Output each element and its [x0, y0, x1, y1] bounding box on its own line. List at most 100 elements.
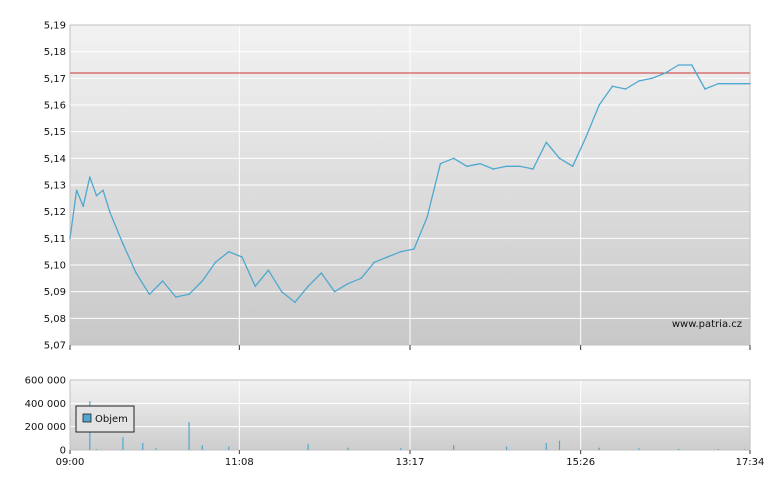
price-series — [69, 64, 751, 304]
price-point — [201, 280, 204, 282]
price-point — [135, 272, 137, 274]
volume-y-tick-label: 0 — [60, 446, 66, 457]
price-point — [89, 176, 91, 178]
watermark: www.patria.cz — [672, 319, 742, 330]
price-point — [241, 256, 243, 258]
price-point — [102, 189, 104, 192]
price-y-tick-label: 5,17 — [44, 74, 66, 85]
price-point — [386, 256, 389, 258]
price-point — [399, 250, 402, 253]
price-point — [690, 64, 693, 66]
volume-legend: Objem — [75, 405, 135, 433]
volume-bar — [400, 448, 402, 450]
price-point — [532, 168, 534, 170]
price-y-tick-label: 5,16 — [44, 101, 66, 112]
price-point — [571, 165, 574, 168]
price-point — [743, 82, 746, 85]
volume-bar — [307, 444, 309, 450]
volume-bar — [347, 447, 349, 450]
price-point — [108, 210, 111, 213]
price-point — [677, 64, 680, 66]
price-point — [175, 296, 177, 298]
legend-label: Objem — [95, 414, 128, 425]
volume-y-axis: 0 200 000 400 000 600 000 — [25, 376, 66, 457]
volume-bar — [598, 447, 600, 450]
volume-plot-frame — [69, 379, 751, 451]
price-point — [651, 77, 653, 80]
price-y-tick-label: 5,18 — [44, 47, 66, 58]
price-y-tick-label: 5,09 — [44, 287, 66, 298]
price-point — [505, 165, 508, 168]
price-point — [267, 269, 270, 272]
volume-bar — [505, 446, 508, 450]
price-point — [188, 293, 190, 296]
price-point — [214, 261, 217, 264]
price-y-tick-label: 5,10 — [44, 261, 66, 272]
price-point — [452, 157, 455, 160]
price-point — [373, 261, 376, 264]
price-y-axis: 5,07 5,08 5,09 5,10 5,11 5,12 5,13 5,14 5,15 5,16… — [44, 21, 66, 352]
volume-bar — [95, 449, 98, 450]
volume-bar — [122, 437, 124, 450]
price-point — [717, 82, 720, 85]
price-point — [737, 82, 739, 85]
price-point — [730, 82, 733, 85]
price-grid — [69, 24, 751, 346]
price-point — [624, 88, 627, 90]
price-point — [333, 290, 336, 293]
price-point — [638, 80, 640, 82]
price-point — [545, 141, 548, 144]
volume-y-tick-label: 200 000 — [25, 422, 66, 433]
x-tick-label: 15:26 — [566, 457, 595, 468]
price-point — [320, 272, 323, 274]
price-point — [95, 194, 98, 197]
volume-bar — [201, 445, 203, 450]
price-point — [611, 85, 614, 88]
price-point — [254, 285, 257, 288]
price-point — [426, 216, 428, 218]
volume-bar — [142, 443, 144, 450]
price-point — [347, 282, 349, 285]
price-point — [585, 136, 587, 138]
price-point — [519, 165, 521, 168]
price-y-tick-label: 5,08 — [44, 314, 66, 325]
volume-bar — [638, 448, 640, 450]
price-y-tick-label: 5,13 — [44, 181, 66, 192]
price-point — [466, 165, 468, 168]
volume-bar — [228, 446, 230, 450]
x-tick-label: 17:34 — [736, 457, 765, 468]
price-y-tick-label: 5,15 — [44, 127, 66, 138]
volume-bar — [453, 445, 455, 450]
price-point — [307, 285, 309, 288]
volume-y-tick-label: 400 000 — [25, 399, 66, 410]
price-point — [161, 280, 164, 282]
price-point — [558, 157, 561, 160]
volume-bar — [545, 443, 547, 450]
volume-y-tick-label: 600 000 — [25, 376, 66, 387]
volume-bar — [677, 448, 680, 450]
price-point — [227, 250, 230, 253]
x-tick-label: 09:00 — [56, 457, 85, 468]
x-tick-label: 13:17 — [396, 457, 425, 468]
volume-bar — [155, 448, 157, 450]
volume-bar — [717, 449, 719, 450]
price-point — [75, 189, 78, 192]
price-y-tick-label: 5,14 — [44, 154, 66, 165]
price-y-tick-label: 5,12 — [44, 207, 66, 218]
volume-bar — [188, 422, 190, 450]
price-point — [479, 162, 481, 165]
volume-bar — [558, 440, 561, 450]
price-point — [598, 104, 600, 106]
price-point — [148, 293, 151, 296]
price-point — [704, 88, 706, 90]
price-y-tick-label: 5,11 — [44, 234, 66, 245]
price-point — [664, 72, 667, 74]
price-y-tick-label: 5,19 — [44, 21, 66, 32]
price-point — [360, 277, 362, 280]
price-y-tick-label: 5,07 — [44, 341, 66, 352]
price-point — [413, 248, 415, 250]
price-point — [439, 162, 442, 165]
price-point — [280, 290, 283, 293]
price-point — [492, 168, 495, 170]
